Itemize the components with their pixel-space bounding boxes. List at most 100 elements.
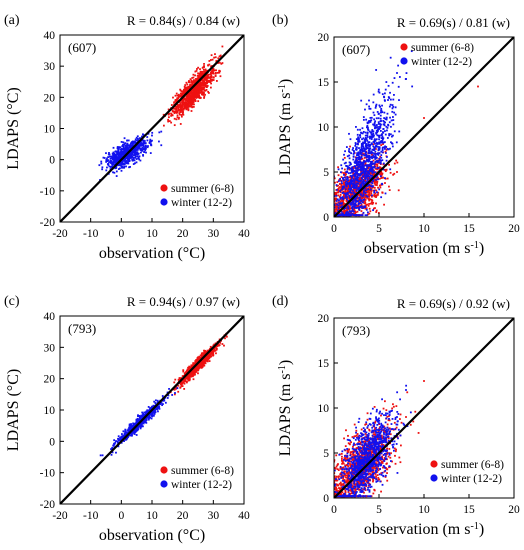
data-point: [191, 76, 194, 79]
data-point: [347, 195, 349, 198]
data-point: [196, 369, 199, 371]
data-point: [354, 175, 356, 178]
data-point: [360, 190, 363, 193]
data-point: [373, 134, 375, 137]
data-point: [391, 107, 394, 110]
data-point: [362, 145, 364, 148]
data-point: [376, 134, 379, 137]
data-point: [373, 123, 376, 126]
data-point: [336, 205, 339, 207]
y-tick-label: -20: [40, 217, 56, 229]
data-point: [391, 81, 394, 84]
data-point: [112, 171, 114, 174]
data-point: [342, 182, 345, 185]
data-point: [144, 149, 147, 152]
data-point: [341, 187, 344, 190]
y-axis-label: LDAPS (m s-1): [277, 79, 295, 175]
data-point: [214, 53, 216, 56]
data-point: [187, 81, 190, 83]
data-point: [183, 104, 186, 107]
data-point: [377, 211, 380, 214]
data-point: [393, 111, 396, 114]
data-point: [354, 207, 356, 209]
data-point: [133, 147, 136, 149]
data-point: [374, 178, 377, 181]
data-point: [337, 214, 340, 217]
data-point: [124, 149, 127, 152]
data-point: [111, 165, 114, 167]
data-point: [129, 166, 131, 168]
data-point: [364, 148, 367, 151]
data-point: [202, 68, 205, 71]
data-point: [355, 200, 358, 202]
data-point: [180, 93, 183, 96]
data-point: [354, 171, 357, 174]
data-point: [360, 210, 363, 213]
data-point: [204, 75, 207, 78]
data-point: [341, 205, 344, 208]
data-point: [364, 195, 366, 197]
data-point: [117, 160, 120, 163]
data-point: [108, 153, 111, 156]
data-point: [342, 202, 344, 205]
data-point: [192, 105, 195, 108]
data-point: [185, 102, 188, 105]
data-point: [363, 205, 366, 208]
data-point: [118, 146, 121, 149]
data-point: [368, 105, 371, 108]
data-point: [187, 369, 190, 371]
data-point: [199, 366, 202, 368]
data-point: [178, 112, 181, 115]
data-point: [345, 171, 348, 174]
data-point: [207, 90, 210, 93]
data-point: [350, 167, 353, 169]
data-point: [357, 137, 360, 140]
data-point: [215, 80, 218, 82]
data-point: [361, 195, 364, 198]
data-point: [362, 193, 365, 196]
data-point: [355, 189, 358, 192]
data-point: [360, 170, 362, 173]
data-point: [369, 198, 372, 201]
data-point: [170, 121, 173, 124]
data-point: [192, 100, 194, 102]
data-point: [185, 86, 187, 89]
data-point: [188, 91, 191, 94]
data-point: [174, 378, 177, 381]
data-point: [188, 81, 191, 84]
data-point: [361, 207, 364, 209]
data-point: [377, 90, 380, 93]
data-point: [357, 206, 359, 209]
data-point: [178, 377, 181, 379]
data-point: [384, 150, 387, 153]
data-point: [198, 81, 201, 84]
data-point: [196, 68, 198, 70]
data-point: [349, 138, 352, 141]
data-point: [202, 87, 205, 90]
data-point: [354, 183, 357, 186]
data-point: [372, 172, 375, 174]
data-point: [383, 117, 386, 119]
data-point: [217, 57, 220, 60]
data-point: [371, 186, 374, 189]
data-point: [112, 156, 115, 158]
data-point: [360, 177, 363, 179]
data-point: [374, 150, 377, 153]
data-point: [121, 156, 123, 159]
data-point: [364, 181, 367, 184]
data-point: [374, 142, 376, 145]
data-point: [379, 175, 382, 178]
data-point: [194, 94, 197, 97]
data-point: [383, 141, 386, 144]
data-point: [140, 148, 143, 151]
data-point: [345, 209, 348, 212]
data-point: [203, 349, 205, 352]
data-point: [377, 128, 379, 131]
data-point: [124, 157, 127, 159]
data-point: [371, 176, 374, 178]
data-point: [114, 167, 117, 170]
data-point: [202, 81, 204, 84]
data-point: [216, 71, 219, 74]
data-point: [207, 80, 210, 83]
data-point: [387, 148, 390, 151]
